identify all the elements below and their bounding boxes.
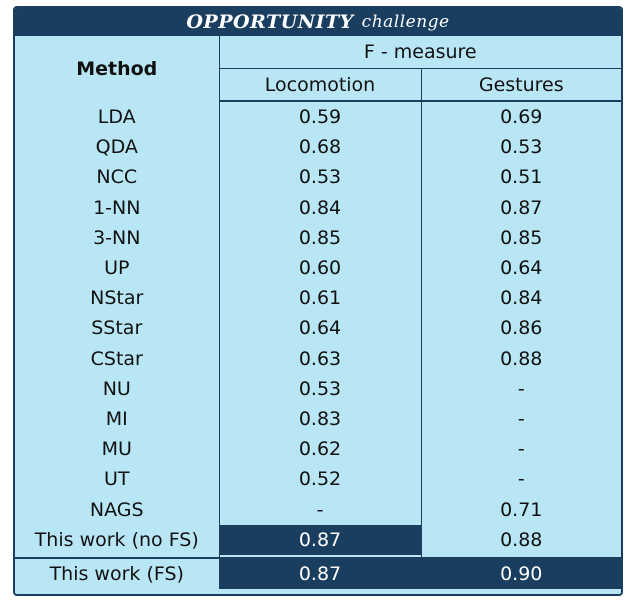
header-method: Method [15, 36, 220, 101]
cell-method: 3-NN [93, 226, 141, 249]
cell-locomotion: 0.64 [218, 313, 422, 344]
table-row: QDA 0.68 0.53 [15, 132, 621, 163]
cell-method: This work (FS) [15, 556, 219, 589]
cell-locomotion: 0.63 [218, 343, 422, 374]
cell-gestures: - [517, 407, 525, 430]
table-row: CStar 0.63 0.88 [15, 343, 621, 374]
cell-method: NCC [96, 166, 138, 189]
cell-locomotion: 0.53 [218, 162, 422, 193]
cell-gestures: 0.51 [500, 166, 543, 189]
cell-gestures: - [517, 377, 525, 400]
cell-gestures: - [517, 438, 525, 461]
cell-method: UT [103, 468, 130, 491]
separator-row [15, 554, 621, 558]
title-main: OPPORTUNITY [186, 11, 354, 33]
cell-gestures: 0.53 [500, 136, 543, 159]
table-row: SStar 0.64 0.86 [15, 313, 621, 344]
cell-locomotion: 0.52 [218, 464, 422, 495]
cell-method: NStar [90, 287, 144, 310]
cell-method: CStar [90, 347, 143, 370]
table-row: NAGS - 0.71 [15, 494, 621, 525]
cell-locomotion: 0.83 [218, 403, 422, 435]
cell-gestures: 0.90 [421, 556, 621, 589]
cell-gestures: 0.85 [500, 226, 543, 249]
cell-gestures: - [517, 468, 525, 491]
results-table-panel: OPPORTUNITY challenge Method F - measure… [13, 6, 623, 596]
cell-method: MU [101, 438, 132, 461]
table-body: LDA 0.59 0.69 QDA 0.68 0.53 NCC 0.53 0.51 1-NN 0.8… [15, 101, 621, 555]
cell-gestures: 0.86 [500, 317, 543, 340]
cell-gestures: 0.84 [500, 287, 543, 310]
cell-method: QDA [95, 136, 138, 159]
cell-method: This work (no FS) [34, 528, 199, 551]
cell-locomotion: 0.53 [218, 373, 422, 404]
table-row: UT 0.52 - [15, 464, 621, 495]
cell-locomotion: 0.59 [218, 101, 422, 133]
cell-locomotion: 0.85 [218, 222, 422, 253]
cell-locomotion: 0.68 [218, 132, 422, 163]
table-row: MI 0.83 - [15, 403, 621, 435]
cell-method: SStar [91, 317, 143, 340]
header-gestures: Gestures [421, 68, 621, 102]
table-row: 1-NN 0.84 0.87 [15, 192, 621, 223]
cell-locomotion: 0.87 [218, 556, 422, 589]
cell-locomotion: - [218, 494, 422, 525]
cell-method: UP [104, 257, 130, 280]
header-f-measure: F - measure [219, 36, 621, 69]
cell-gestures: 0.69 [500, 106, 543, 129]
table-row: UP 0.60 0.64 [15, 252, 621, 284]
table-row: This work (no FS) 0.87 0.88 [15, 524, 621, 555]
table-row: LDA 0.59 0.69 [15, 101, 621, 133]
cell-method: 1-NN [93, 196, 141, 219]
cell-gestures: 0.88 [500, 347, 543, 370]
cell-locomotion: 0.87 [218, 524, 422, 555]
table-row: 3-NN 0.85 0.85 [15, 222, 621, 253]
cell-method: NAGS [89, 498, 144, 521]
cell-locomotion: 0.62 [218, 434, 422, 465]
cell-locomotion: 0.84 [218, 192, 422, 223]
cell-method: MI [105, 407, 128, 430]
table-title: OPPORTUNITY challenge [15, 8, 621, 36]
cell-gestures: 0.71 [500, 498, 543, 521]
header-locomotion: Locomotion [219, 68, 422, 102]
cell-gestures: 0.87 [500, 196, 543, 219]
cell-locomotion: 0.61 [218, 283, 422, 314]
cell-method: NU [102, 377, 131, 400]
table-row-final: This work (FS) 0.87 0.90 [15, 556, 621, 589]
table-row: NCC 0.53 0.51 [15, 162, 621, 193]
table-row: MU 0.62 - [15, 434, 621, 465]
results-table: Method F - measure Locomotion Gestures L… [15, 36, 621, 589]
cell-gestures: 0.64 [500, 257, 543, 280]
cell-locomotion: 0.60 [218, 252, 422, 284]
table-row: NStar 0.61 0.84 [15, 283, 621, 314]
cell-method: LDA [97, 105, 136, 128]
table-row: NU 0.53 - [15, 373, 621, 404]
cell-gestures: 0.88 [500, 528, 543, 551]
title-sub: challenge [361, 12, 450, 32]
